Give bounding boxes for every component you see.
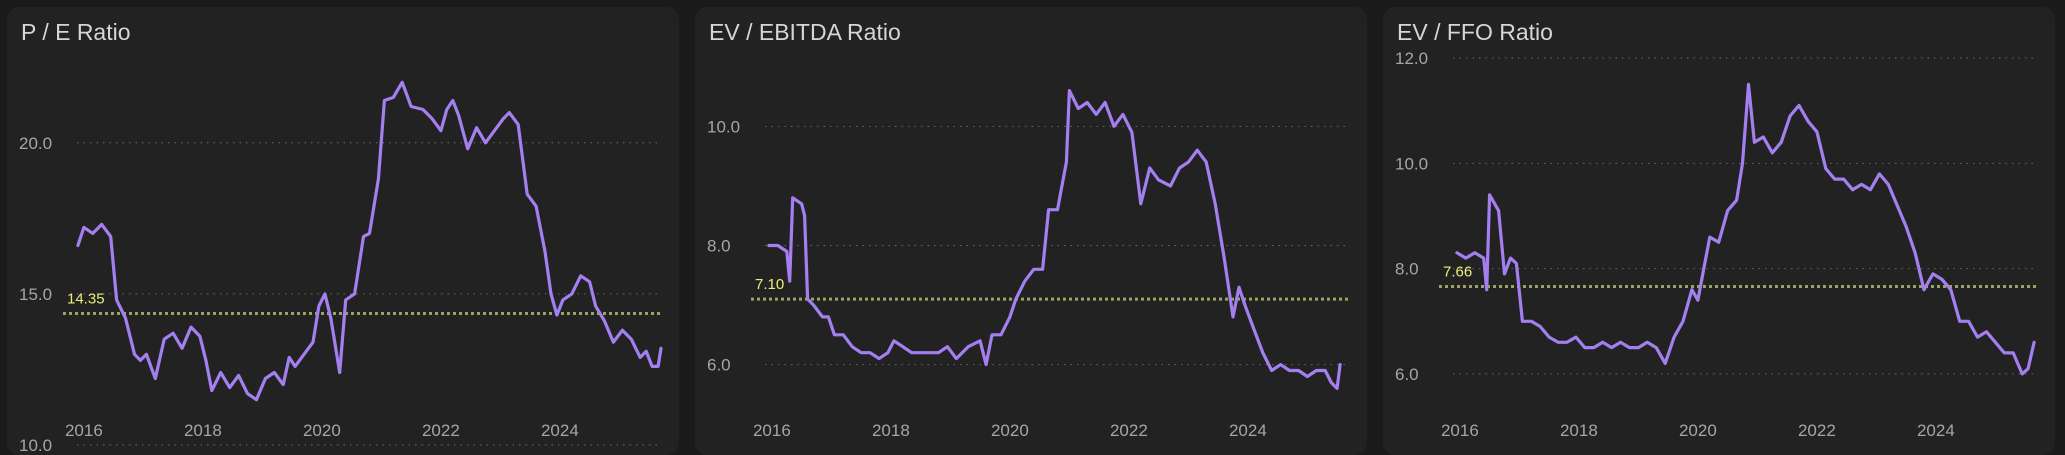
x-tick-label: 2024 — [541, 421, 579, 440]
x-tick-label: 2022 — [1110, 421, 1148, 440]
ev-ebitda-ratio-chart: 6.0 8.0 10.0 2016 2018 2020 2022 2024 7.10 — [707, 89, 1351, 440]
x-tick-label: 2024 — [1229, 421, 1267, 440]
x-tick-label: 2022 — [422, 421, 460, 440]
x-tick-label: 2020 — [1679, 421, 1717, 440]
average-label: 7.10 — [755, 276, 784, 293]
pe-ratio-panel: P / E Ratio 10.0 15.0 20.0 2016 2018 2020 2022… — [7, 7, 679, 455]
y-tick-label: 6.0 — [1395, 365, 1419, 384]
ev-ebitda-ratio-panel: EV / EBITDA Ratio 6.0 8.0 10.0 2016 2018 2020… — [695, 7, 1367, 455]
y-tick-label: 20.0 — [19, 134, 52, 153]
x-tick-label: 2016 — [753, 421, 791, 440]
y-tick-label: 10.0 — [707, 117, 740, 136]
x-tick-label: 2016 — [1441, 421, 1479, 440]
y-tick-label: 12.0 — [1395, 49, 1428, 68]
chart-title: EV / EBITDA Ratio — [709, 19, 901, 45]
x-tick-label: 2018 — [872, 421, 910, 440]
y-tick-label: 10.0 — [1395, 154, 1428, 173]
chart-title: EV / FFO Ratio — [1397, 19, 1553, 45]
y-tick-label: 8.0 — [707, 236, 731, 255]
y-tick-label: 10.0 — [19, 436, 52, 455]
y-tick-label: 8.0 — [1395, 260, 1419, 279]
x-tick-label: 2020 — [991, 421, 1029, 440]
y-tick-label: 6.0 — [707, 356, 731, 375]
x-tick-label: 2016 — [65, 421, 103, 440]
x-tick-label: 2018 — [1560, 421, 1598, 440]
average-label: 7.66 — [1443, 264, 1472, 281]
pe-ratio-chart: 10.0 15.0 20.0 2016 2018 2020 2022 2024 14.35 — [19, 80, 663, 455]
ratio-series-line — [1455, 82, 2036, 376]
x-tick-label: 2020 — [303, 421, 341, 440]
y-tick-label: 15.0 — [19, 285, 52, 304]
x-tick-label: 2024 — [1917, 421, 1955, 440]
ev-ffo-ratio-chart: 6.0 8.0 10.0 12.0 2016 2018 2020 2022 2024 7.66 — [1395, 49, 2039, 440]
x-tick-label: 2022 — [1798, 421, 1836, 440]
chart-title: P / E Ratio — [21, 19, 131, 45]
average-label: 14.35 — [67, 291, 105, 308]
ratio-series-line — [76, 80, 663, 402]
x-tick-label: 2018 — [184, 421, 222, 440]
ev-ffo-ratio-panel: EV / FFO Ratio 6.0 8.0 10.0 12.0 2016 2018 202… — [1383, 7, 2055, 455]
ratio-series-line — [767, 89, 1342, 390]
